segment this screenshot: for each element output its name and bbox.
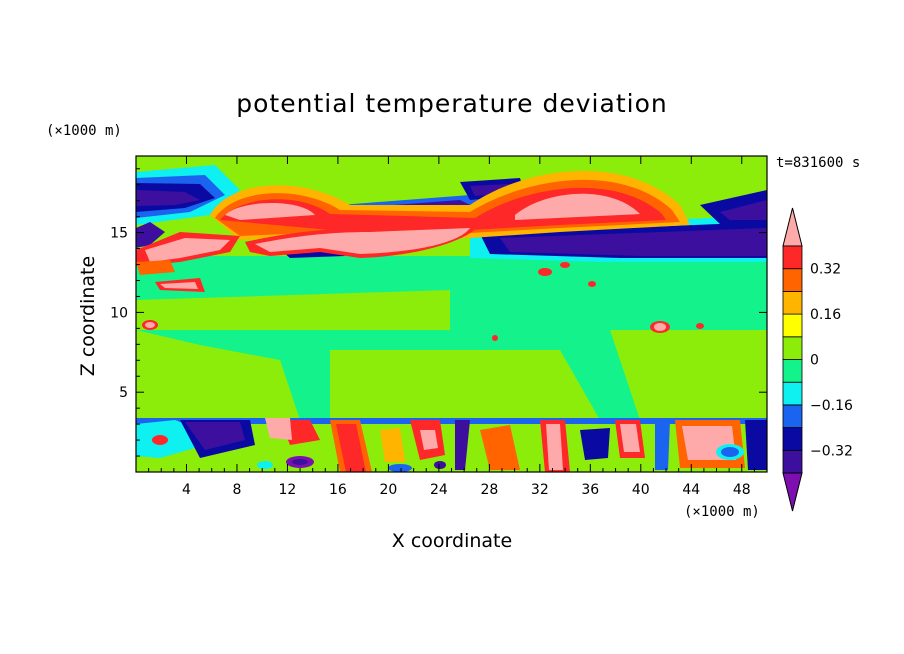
x-tick-label: 24 xyxy=(430,482,448,498)
x-axis: 4 8 12 16 20 24 28 32 36 40 44 48 xyxy=(148,156,755,498)
colorbar-tick-label: −0.32 xyxy=(810,443,853,459)
colorbar-tick-label: −0.16 xyxy=(810,398,853,414)
field-region xyxy=(720,200,767,220)
field-region xyxy=(515,193,640,220)
colorbar-segment xyxy=(782,268,803,292)
field-region xyxy=(330,350,600,420)
chart-title: potential temperature deviation xyxy=(236,89,667,118)
x-tick-label: 44 xyxy=(682,482,700,498)
x-tick-label: 48 xyxy=(733,482,751,498)
y-unit-label: (×1000 m) xyxy=(46,123,122,139)
contour-field xyxy=(136,156,767,472)
colorbar-segment xyxy=(782,449,803,474)
x-tick-label: 36 xyxy=(581,482,599,498)
field-region xyxy=(420,430,438,450)
field-region xyxy=(500,228,767,256)
y-axis-label: Z coordinate xyxy=(77,256,99,376)
x-tick-label: 12 xyxy=(279,482,297,498)
field-region xyxy=(265,418,292,440)
x-tick-label: 4 xyxy=(182,482,191,498)
field-region xyxy=(546,424,563,470)
field-region xyxy=(136,420,200,458)
field-cell xyxy=(696,323,704,329)
y-tick-label: 5 xyxy=(119,385,128,401)
field-region xyxy=(655,420,670,470)
x-tick-label: 20 xyxy=(379,482,397,498)
y-axis: 5 10 15 xyxy=(110,168,767,457)
y-tick-label: 15 xyxy=(110,226,128,242)
field-region xyxy=(455,420,470,470)
field-region xyxy=(300,256,500,266)
field-region xyxy=(620,424,640,452)
field-cell xyxy=(654,323,666,331)
colorbar-extend-top xyxy=(782,207,803,247)
field-region xyxy=(336,424,366,472)
field-cell xyxy=(588,281,596,287)
x-tick-label: 8 xyxy=(232,482,241,498)
field-region xyxy=(185,422,245,450)
field-region xyxy=(136,190,200,206)
x-tick-label: 28 xyxy=(480,482,498,498)
colorbar-segment xyxy=(782,336,803,360)
field-region xyxy=(745,420,767,470)
field-cell xyxy=(145,322,155,328)
x-unit-label: (×1000 m) xyxy=(684,504,760,520)
colorbar-segment xyxy=(782,245,803,270)
time-label: t=831600 s xyxy=(776,155,860,171)
field-cell xyxy=(560,262,570,268)
field-region xyxy=(136,290,450,330)
colorbar-segment xyxy=(782,427,803,451)
field-region xyxy=(480,425,520,470)
field-region xyxy=(580,428,610,460)
colorbar-segment xyxy=(782,290,803,315)
field-cell xyxy=(257,461,273,469)
colorbar-segment xyxy=(782,381,803,406)
colorbar: 0.32 0.16 0 −0.16 −0.32 xyxy=(782,207,853,512)
field-region xyxy=(136,330,300,420)
colorbar-extend-bottom xyxy=(782,472,803,512)
colorbar-tick-label: 0 xyxy=(810,353,819,369)
field-region xyxy=(136,222,165,248)
field-cell xyxy=(152,435,168,445)
colorbar-segment xyxy=(782,359,803,383)
colorbar-segment xyxy=(782,313,803,338)
colorbar-tick-label: 0.32 xyxy=(810,262,841,278)
x-axis-label: X coordinate xyxy=(392,530,512,552)
field-region xyxy=(255,228,470,254)
field-cell xyxy=(388,464,412,472)
field-region xyxy=(136,260,175,275)
x-tick-label: 40 xyxy=(632,482,650,498)
colorbar-segment xyxy=(782,404,803,428)
x-tick-label: 16 xyxy=(329,482,347,498)
field-cell xyxy=(538,268,552,276)
field-cell xyxy=(721,447,739,457)
field-region xyxy=(380,428,405,462)
field-region xyxy=(160,282,198,289)
field-cell xyxy=(492,335,498,341)
field-cell xyxy=(434,461,446,469)
field-region xyxy=(610,330,767,420)
x-tick-label: 32 xyxy=(531,482,549,498)
field-region xyxy=(145,238,230,262)
field-cell xyxy=(292,459,308,465)
field-region xyxy=(225,202,315,220)
colorbar-tick-label: 0.16 xyxy=(810,307,841,323)
y-tick-label: 10 xyxy=(110,305,128,321)
